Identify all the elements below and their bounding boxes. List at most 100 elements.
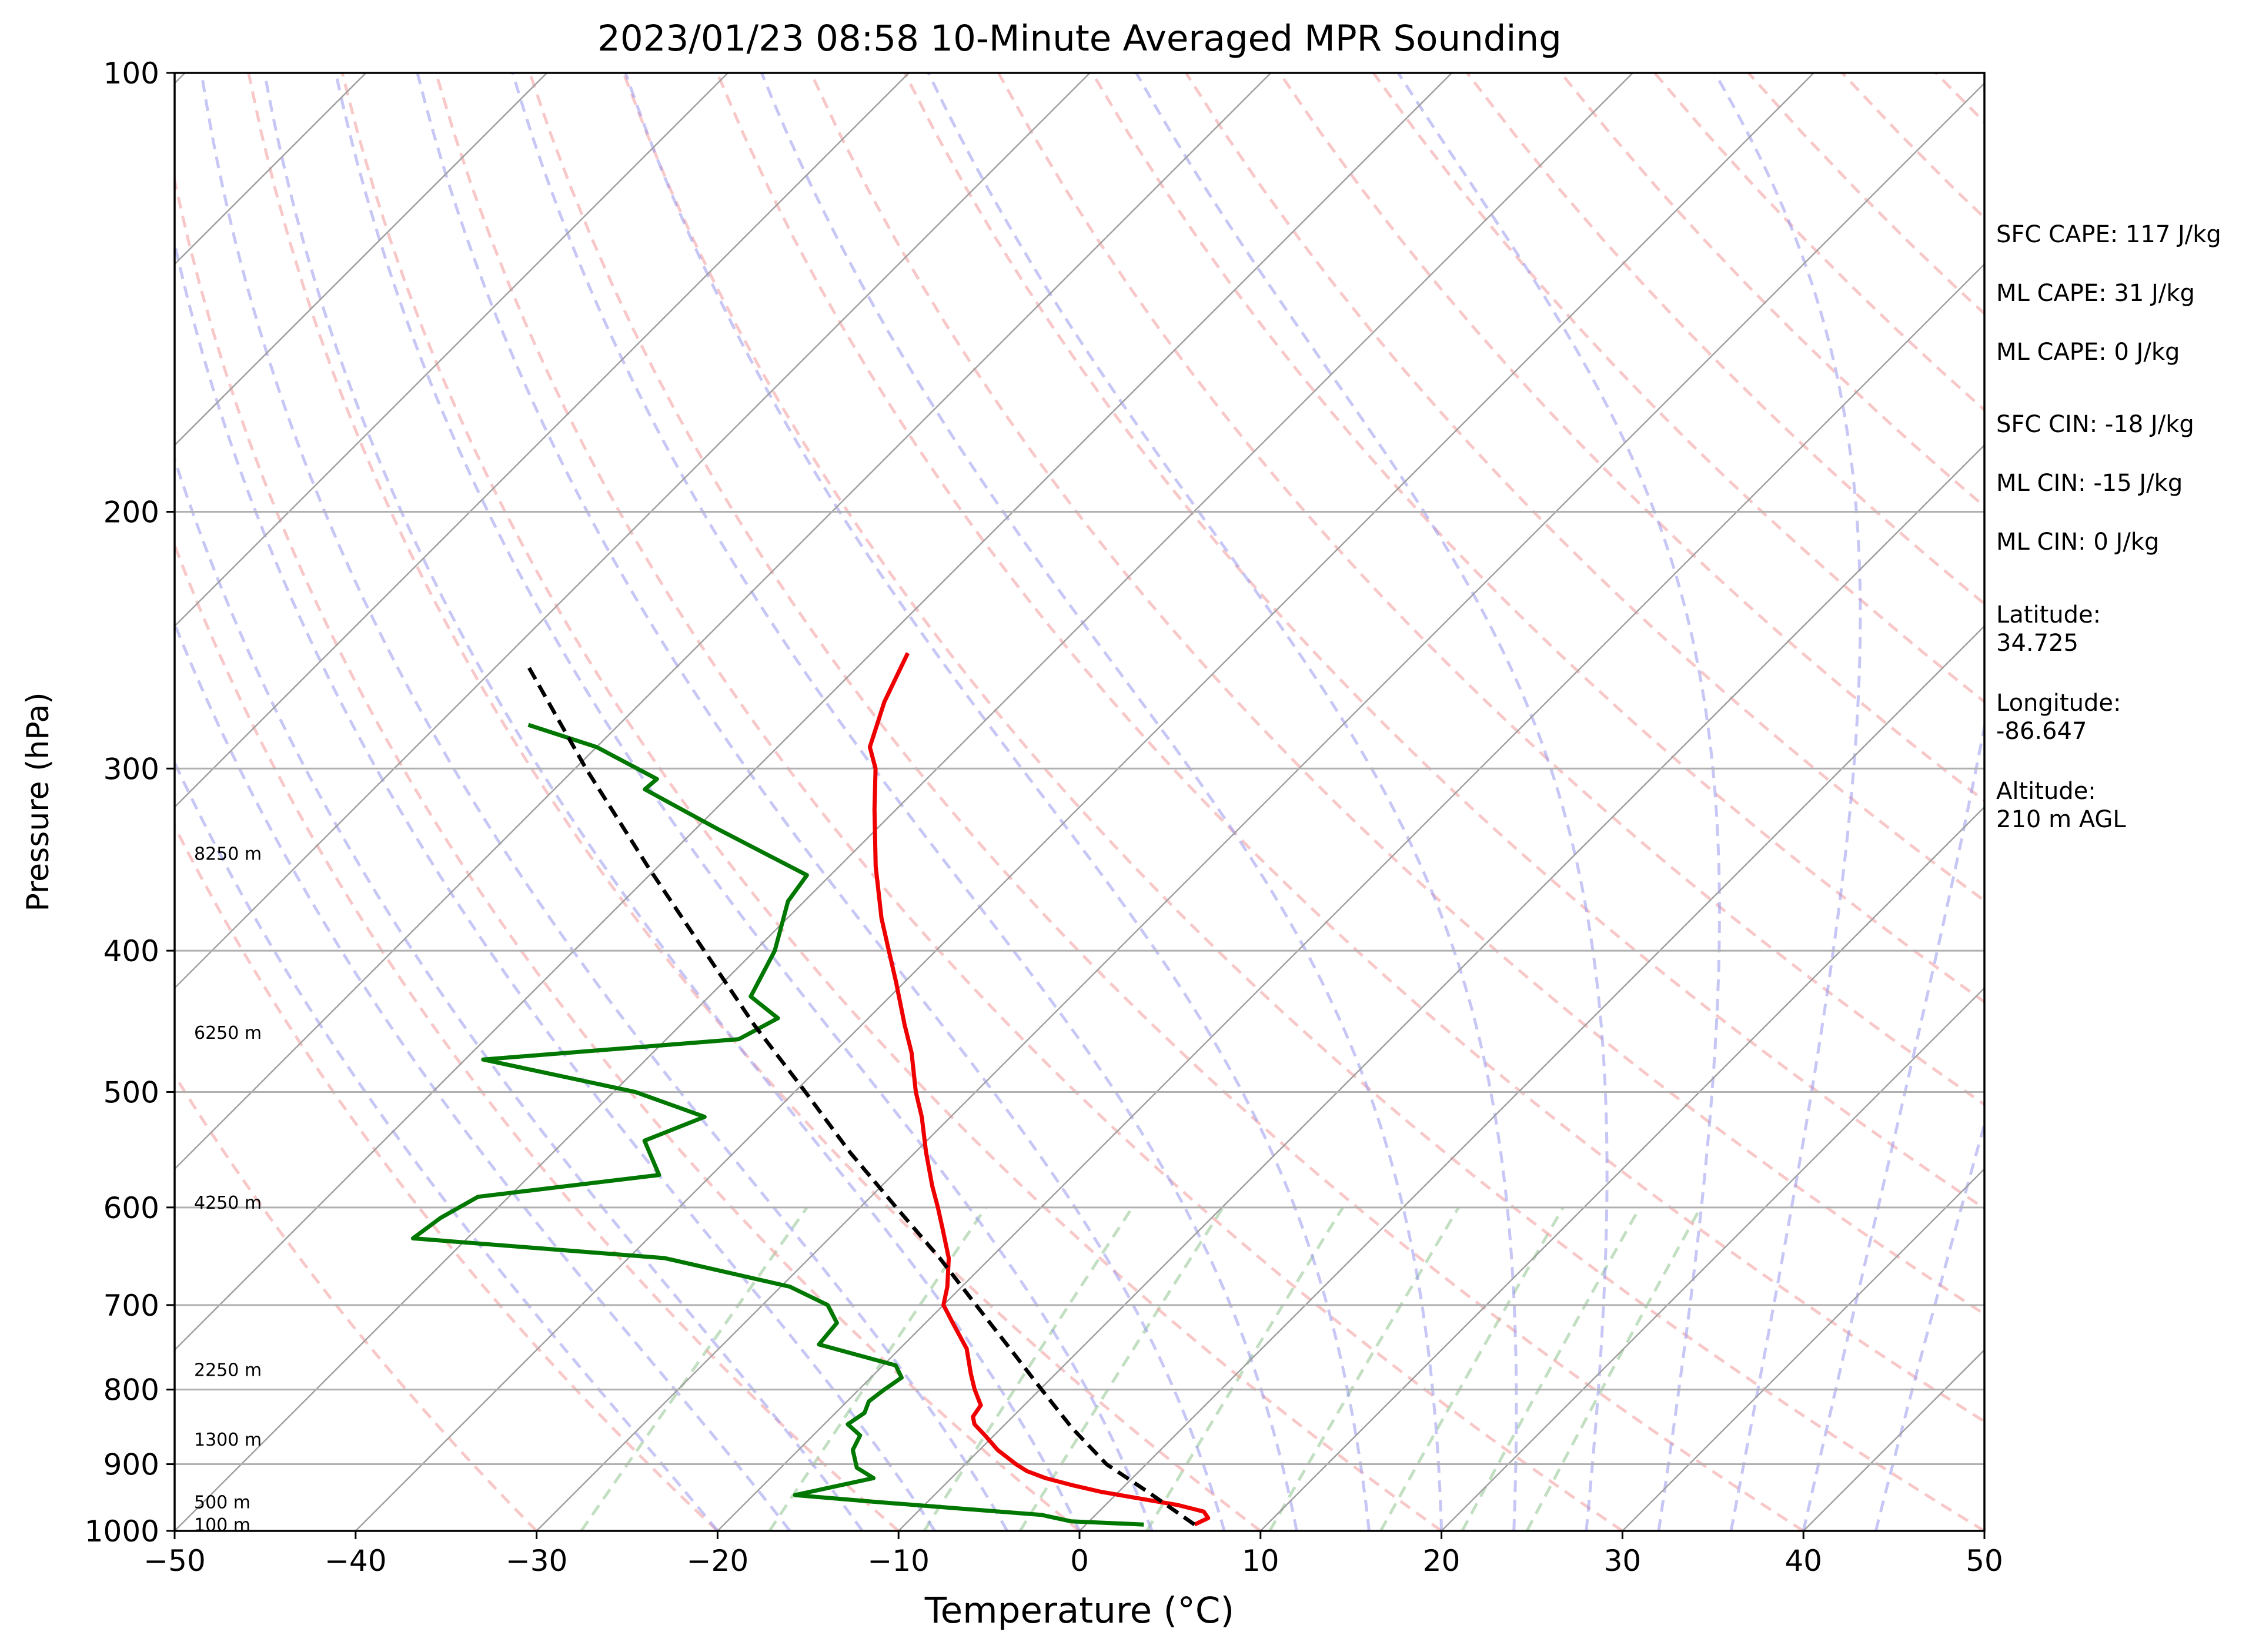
dry-adiabat-line <box>175 173 1081 1531</box>
parcel-profile-line <box>526 664 1196 1526</box>
height-label: 100 m <box>194 1515 250 1536</box>
moist-adiabat-line <box>263 73 1081 1531</box>
moist-adiabat-line <box>927 73 1518 1531</box>
x-tick-label: −10 <box>867 1544 930 1578</box>
ml-cin-stat: ML CIN: -15 J/kg <box>1996 470 2183 497</box>
x-axis-ticks: −50 −40 −30 −20 −10 0 10 20 30 40 50 <box>143 1531 2003 1578</box>
y-tick-label: 800 <box>103 1373 159 1407</box>
isotherm-line <box>1079 625 1984 1531</box>
sfc-cin-stat: SFC CIN: -18 J/kg <box>1996 411 2194 438</box>
x-tick-label: 0 <box>1070 1544 1089 1578</box>
y-tick-label: 500 <box>103 1075 159 1109</box>
x-tick-label: 10 <box>1242 1544 1279 1578</box>
mixing-ratio-line <box>1018 1206 1225 1531</box>
y-tick-label: 1000 <box>85 1514 159 1549</box>
dry-adiabat-line <box>340 73 1443 1531</box>
dry-adiabat-line <box>622 73 1984 1531</box>
moist-adiabat-line <box>1802 719 1984 1531</box>
chart-title: 2023/01/23 08:58 10-Minute Averaged MPR … <box>597 18 1562 59</box>
y-axis-label: Pressure (hPa) <box>21 693 56 912</box>
isotherm-line <box>1622 1168 1984 1531</box>
ml-cape-stat: ML CAPE: 31 J/kg <box>1996 280 2195 307</box>
x-tick-label: 50 <box>1966 1544 2003 1578</box>
altitude-label: Altitude: <box>1996 778 2096 805</box>
height-label: 4250 m <box>194 1193 262 1213</box>
moist-adiabat-line <box>175 620 791 1531</box>
longitude-label: Longitude: <box>1996 690 2121 717</box>
isotherm-line <box>175 73 1272 1171</box>
y-tick-label: 900 <box>103 1448 159 1482</box>
dry-adiabat-line <box>175 823 719 1531</box>
y-axis-ticks: 100 200 300 400 500 600 700 800 900 1000 <box>85 56 175 1549</box>
series-layer <box>410 652 1211 1527</box>
x-tick-label: −20 <box>687 1544 749 1578</box>
ml-cape-stat-2: ML CAPE: 0 J/kg <box>1996 339 2180 366</box>
height-label: 2250 m <box>194 1360 262 1380</box>
moist-adiabat-line <box>175 237 936 1531</box>
isotherm-line <box>717 263 1984 1531</box>
x-tick-label: −40 <box>325 1544 387 1578</box>
x-tick-label: −50 <box>143 1544 206 1578</box>
temperature-profile-line <box>867 652 1211 1527</box>
latitude-label: Latitude: <box>1996 601 2101 628</box>
dry-adiabat-line <box>1091 73 1984 1004</box>
dry-adiabat-line <box>1184 73 1984 903</box>
moist-adiabat-line <box>200 73 1009 1531</box>
dry-adiabat-line <box>247 73 1262 1531</box>
height-label: 8250 m <box>194 844 262 865</box>
ml-cin-stat-2: ML CIN: 0 J/kg <box>1996 529 2160 556</box>
moist-adiabat-line <box>175 759 719 1531</box>
isotherm-line <box>0 73 4 1531</box>
isotherm-line <box>175 73 1633 1531</box>
isotherm-line <box>175 73 548 446</box>
dry-adiabat-line <box>435 73 1623 1531</box>
isotherm-line <box>536 82 1984 1531</box>
moist-adiabat-line <box>760 73 1443 1531</box>
moist-adiabat-line <box>1135 73 1609 1531</box>
mixing-ratio-line <box>768 1206 987 1531</box>
longitude-value: -86.647 <box>1996 718 2087 745</box>
isotherm-line <box>1441 986 1984 1531</box>
y-tick-label: 200 <box>103 496 159 530</box>
moist-adiabat-line <box>1874 1119 1984 1531</box>
isotherm-line <box>175 73 910 808</box>
y-tick-label: 300 <box>103 752 159 786</box>
y-tick-label: 600 <box>103 1191 159 1225</box>
latitude-value: 34.725 <box>1996 630 2078 657</box>
y-tick-label: 400 <box>103 934 159 968</box>
dry-adiabat-line <box>810 73 1984 1316</box>
background-lines <box>0 73 1984 1531</box>
dry-adiabat-line <box>1372 73 1984 704</box>
isotherm-line <box>175 73 1453 1351</box>
stats-panel: SFC CAPE: 117 J/kg ML CAPE: 31 J/kg ML C… <box>1996 0 2255 1652</box>
isotherm-line <box>1259 806 1984 1531</box>
y-tick-label: 700 <box>103 1289 159 1323</box>
x-axis-label: Temperature (°C) <box>924 1590 1234 1631</box>
x-tick-label: −30 <box>506 1544 568 1578</box>
height-label: 6250 m <box>194 1023 262 1044</box>
dry-adiabat-line <box>528 73 1804 1531</box>
pressure-gridlines <box>175 72 1984 1532</box>
x-tick-label: 40 <box>1785 1544 1822 1578</box>
plot-frame <box>173 72 1986 1532</box>
isotherm-line <box>175 73 1091 989</box>
dry-adiabat-line <box>716 73 1984 1423</box>
y-tick-label: 100 <box>103 56 159 91</box>
height-label: 1300 m <box>194 1430 262 1450</box>
moist-adiabat-line <box>511 73 1298 1531</box>
moist-adiabat-line <box>1713 73 1862 1531</box>
dewpoint-profile-line <box>410 723 1144 1527</box>
moist-adiabat-line <box>624 73 1371 1531</box>
moist-adiabat-line <box>1396 73 1721 1531</box>
x-tick-label: 30 <box>1604 1544 1642 1578</box>
dry-adiabat-line <box>175 1072 538 1531</box>
mixing-ratio-line <box>580 1206 808 1531</box>
dry-adiabat-line <box>175 541 900 1531</box>
moist-adiabat-line <box>175 454 864 1531</box>
sfc-cape-stat: SFC CAPE: 117 J/kg <box>1996 221 2221 248</box>
isotherm-line <box>355 73 1814 1531</box>
dry-adiabat-line <box>903 73 1984 1210</box>
